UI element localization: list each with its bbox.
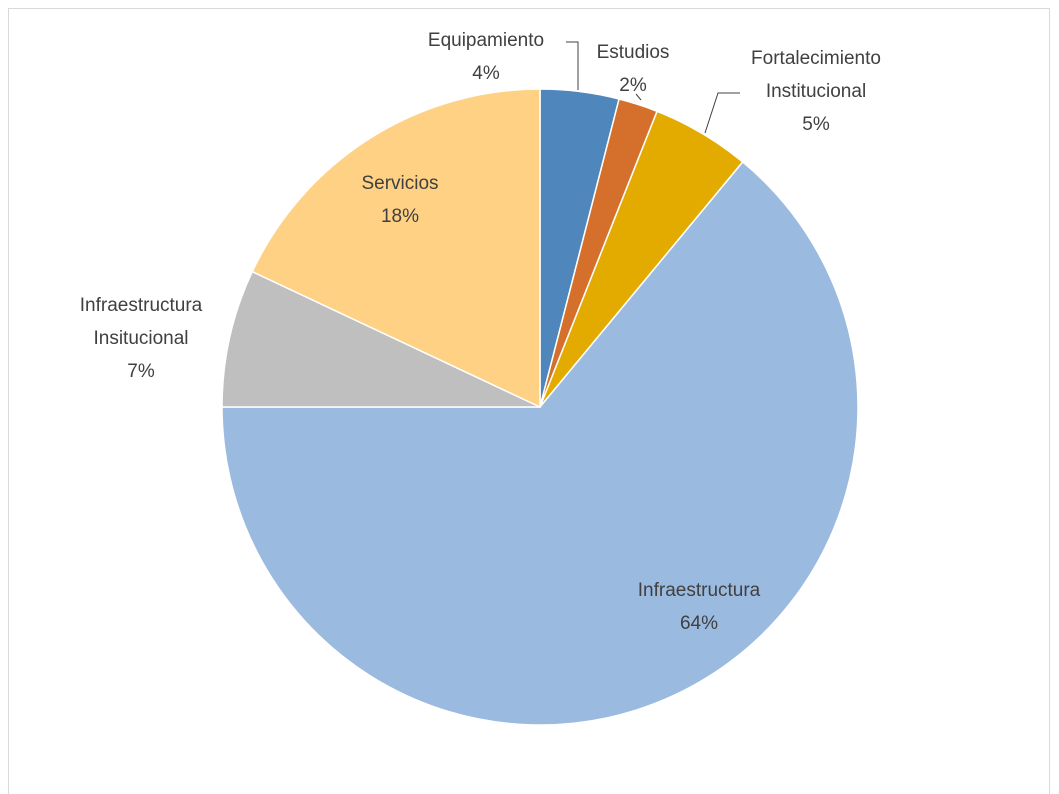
- category-label: Estudios: [596, 42, 670, 63]
- category-label: Equipamiento: [427, 30, 545, 51]
- value-label: 7%: [127, 361, 155, 382]
- chart-border: [8, 8, 1050, 794]
- data-label: Servicios 18%: [340, 167, 460, 233]
- value-label: 2%: [619, 75, 647, 96]
- category-label: Fortalecimiento Institucional: [751, 48, 881, 102]
- pie-slice: [221, 160, 859, 726]
- leader-line: [704, 92, 740, 134]
- data-label: Infraestructura 64%: [599, 574, 799, 640]
- data-label: Infraestructura Insitucional 7%: [56, 289, 226, 388]
- value-label: 5%: [802, 114, 830, 135]
- slices: [221, 88, 859, 726]
- data-label: Estudios 2%: [583, 36, 683, 102]
- leader-line: [566, 41, 579, 90]
- value-label: 64%: [679, 613, 719, 634]
- data-label: Fortalecimiento Institucional 5%: [731, 42, 901, 141]
- pie-slice: [251, 88, 541, 409]
- pie-slice: [221, 270, 541, 408]
- category-label: Servicios: [361, 173, 439, 194]
- value-label: 4%: [472, 63, 500, 84]
- category-label: Infraestructura: [637, 580, 761, 601]
- category-label: Infraestructura Insitucional: [79, 295, 203, 349]
- value-label: 18%: [380, 206, 420, 227]
- data-label: Equipamiento 4%: [406, 24, 566, 90]
- leader-line: [635, 93, 642, 101]
